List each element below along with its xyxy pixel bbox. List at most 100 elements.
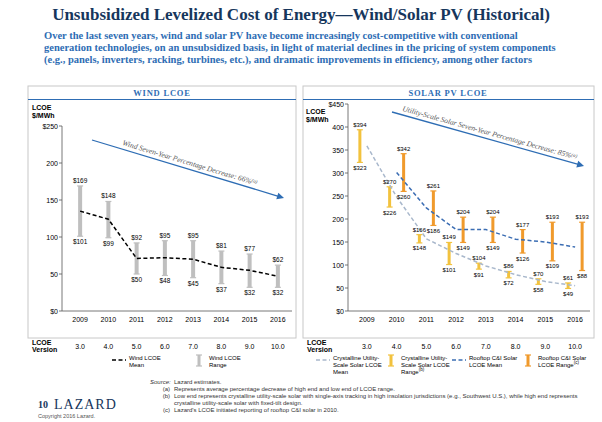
range-bar (521, 230, 524, 253)
data-label: $58 (533, 287, 544, 293)
version: 4.0 (392, 343, 402, 350)
y-tick (345, 150, 348, 151)
legend-entry: Wind LCOE Range (209, 355, 257, 369)
data-label: $62 (272, 256, 283, 263)
x-tick-label: 2016 (567, 316, 583, 323)
title-rule (28, 99, 296, 100)
panel-frame (28, 86, 296, 338)
version: 7.0 (481, 343, 491, 350)
data-label: $70 (533, 271, 544, 277)
version-label: Version (32, 346, 57, 353)
mean-line (80, 211, 278, 276)
y-tick (345, 173, 348, 174)
axis-label: $/MWh (306, 116, 329, 124)
annotation-ref: (a) (571, 152, 578, 158)
range-bar (276, 265, 280, 287)
version: 9.0 (541, 343, 551, 350)
data-label: $149 (456, 245, 470, 251)
footnote: (c)Lazard's LCOE initiated reporting of … (150, 407, 590, 414)
y-tick (345, 219, 348, 220)
chart-title: WIND LCOE (133, 88, 191, 98)
range-cap-low (460, 242, 466, 243)
legend-entry: Rooftop C&I Solar LCOE Mean (469, 355, 521, 369)
x-tick-label: 2012 (448, 316, 464, 323)
data-label: $104 (472, 255, 486, 261)
version: 3.0 (362, 343, 372, 350)
x-tick-label: 2012 (157, 316, 173, 323)
legend-ref: (c) (574, 360, 579, 365)
version: 6.0 (451, 343, 461, 350)
data-label: $45 (188, 280, 199, 287)
range-bar (551, 222, 554, 261)
x-tick-label: 2010 (101, 316, 117, 323)
subtitle: Over the last seven years, wind and sola… (44, 30, 564, 66)
annotation-text: Utility-Scale Solar Seven-Year Percentag… (401, 104, 572, 160)
y-tick (59, 163, 62, 164)
y-tick-label: 400 (332, 124, 344, 131)
range-cap-high (357, 129, 363, 130)
y-tick-label: $450 (328, 101, 344, 108)
x-tick-label: 2014 (508, 316, 524, 323)
range-bar (388, 187, 391, 207)
data-label: $92 (131, 234, 142, 241)
data-label: $323 (353, 165, 367, 171)
range-cap-low (162, 275, 168, 276)
axis-label: $/MWh (32, 112, 55, 120)
y-tick (59, 237, 62, 238)
y-tick (59, 200, 62, 201)
x-tick-label: 2009 (72, 316, 88, 323)
data-label: $95 (188, 232, 199, 239)
legend-text: Wind LCOE Mean (129, 355, 161, 368)
footnote-text: Lazard's LCOE initiated reporting of roo… (174, 407, 590, 414)
range-cap-high (490, 217, 496, 218)
annotation: Utility-Scale Solar Seven-Year Percentag… (401, 104, 578, 162)
range-bar (581, 222, 584, 270)
range-bar (432, 191, 435, 226)
data-label: $49 (563, 291, 574, 297)
data-label: $177 (516, 222, 530, 228)
data-label: $226 (383, 210, 397, 216)
range-cap-high (460, 217, 466, 218)
legend-symbol (316, 359, 330, 361)
legend-symbol (196, 365, 202, 366)
legend-symbol (198, 355, 201, 366)
legend-entry: Rooftop C&I Solar LCOE Range(c) (538, 355, 590, 369)
data-label: $204 (486, 209, 500, 215)
data-label: $260 (397, 194, 411, 200)
range-cap-low (77, 236, 83, 237)
title: Unsubsidized Levelized Cost of Energy—Wi… (0, 5, 602, 25)
data-label: $101 (73, 238, 88, 245)
range-cap-high (162, 240, 168, 241)
footnote-ref: (a) (150, 386, 174, 393)
x-axis (62, 311, 292, 312)
legend-symbol (196, 354, 202, 355)
data-label: $91 (474, 272, 485, 278)
range-cap-high (565, 282, 571, 283)
range-cap-low (357, 162, 363, 163)
range-cap-high (416, 234, 422, 235)
data-labels: $169$101$148$99$92$50$95$48$95$45$81$37$… (73, 177, 284, 296)
legend-entry: Crystalline Utility-Scale Solar LCOE Ran… (401, 355, 453, 376)
y-tick-label: 350 (332, 147, 344, 154)
footnote-text: Low end represents crystalline utility-s… (174, 393, 590, 407)
mean-line (367, 146, 575, 286)
version-label: Version (307, 346, 332, 353)
legend-text: Rooftop C&I Solar LCOE Mean (469, 355, 517, 368)
x-tick-label: 2015 (242, 316, 258, 323)
legend-symbol (390, 355, 393, 366)
legend-text: Crystalline Utility-Scale Solar LCOE Mea… (333, 355, 382, 375)
range-cap-low (416, 242, 422, 243)
brand: LAZARD (54, 397, 117, 413)
data-label: $148 (413, 245, 427, 251)
range-cap-low (520, 252, 526, 253)
data-label: $204 (456, 209, 470, 215)
panel-frame (303, 86, 594, 338)
version-label: LCOE (32, 339, 52, 346)
data-label: $193 (546, 214, 560, 220)
range-bar (448, 242, 451, 264)
x-tick-label: 2015 (538, 316, 554, 323)
legend-symbol (525, 365, 531, 366)
range-cap-high (446, 242, 452, 243)
legend-symbol (527, 355, 530, 366)
data-label: $148 (101, 192, 116, 199)
